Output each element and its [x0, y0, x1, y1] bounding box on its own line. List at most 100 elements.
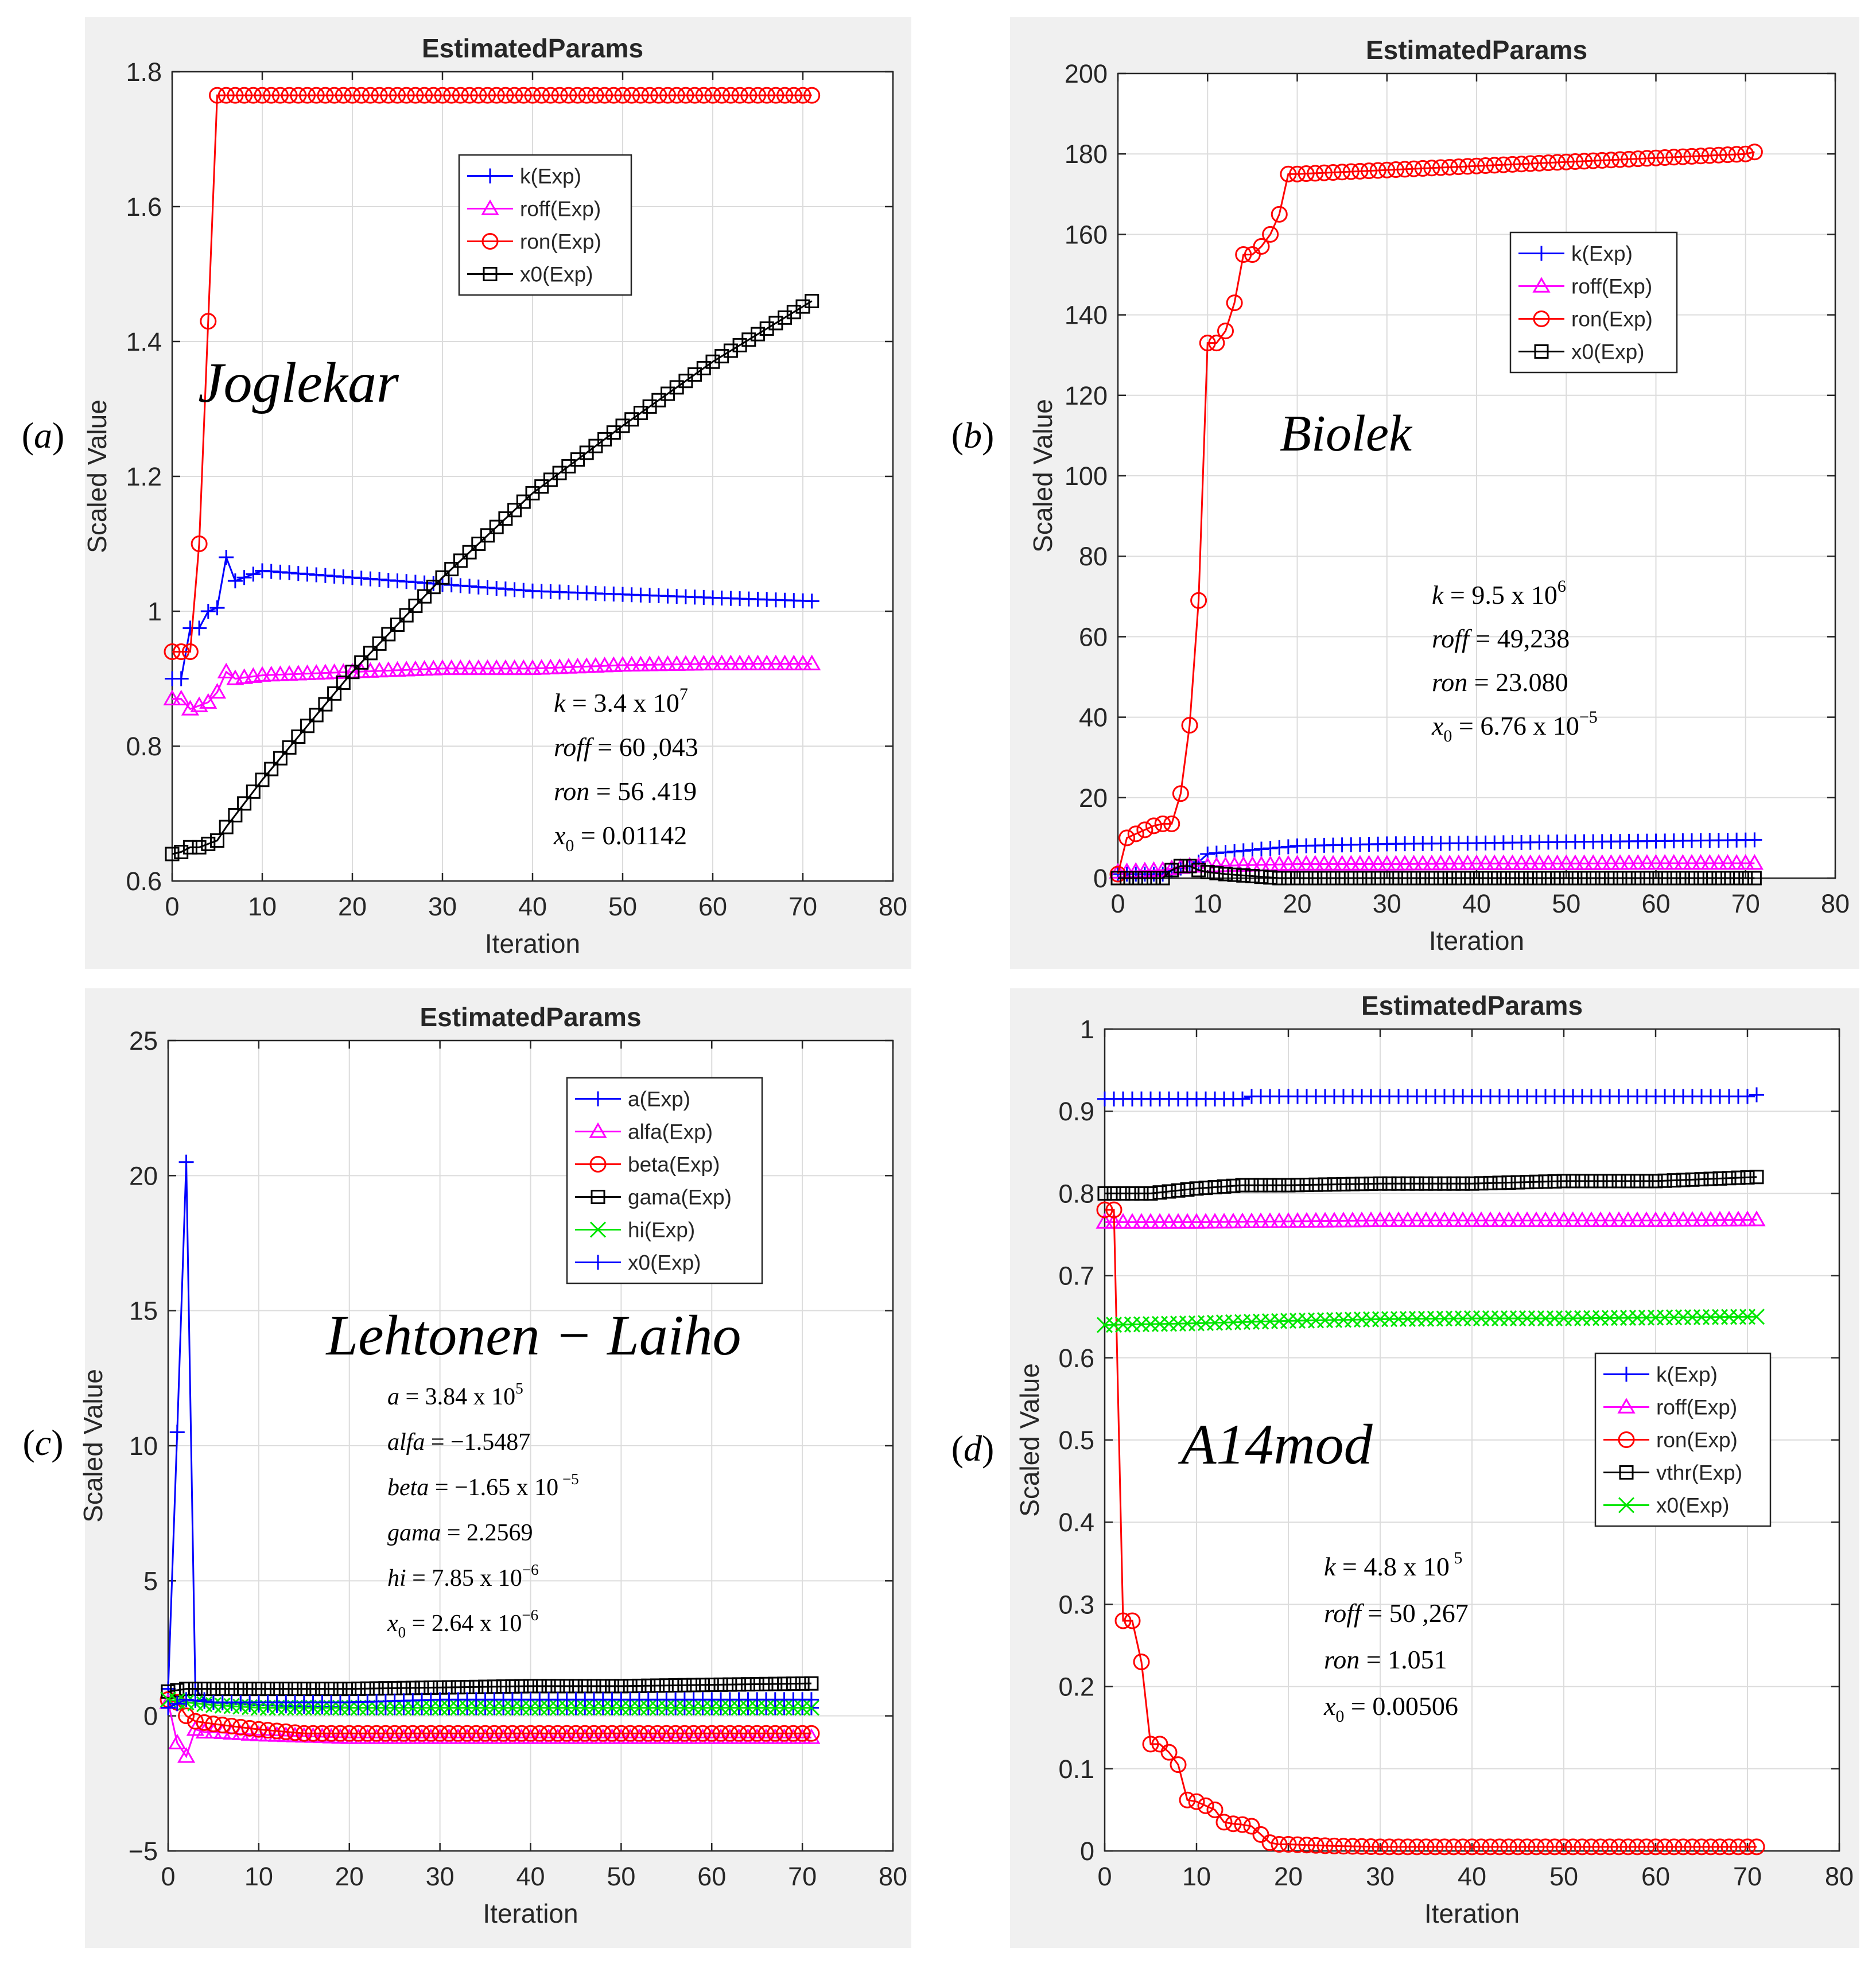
- data-point: [1118, 829, 1136, 847]
- data-point: [1729, 1210, 1747, 1226]
- data-point: [480, 528, 495, 543]
- data-point: [1096, 1201, 1113, 1218]
- data-point: [1235, 1178, 1250, 1193]
- data-point: [289, 665, 308, 681]
- data-point: [1215, 1814, 1233, 1831]
- data-point: [1179, 1791, 1196, 1808]
- data-point: [1399, 1838, 1416, 1856]
- data-point: [219, 820, 234, 834]
- data-point: [1316, 1212, 1334, 1228]
- data-point: [1334, 1212, 1353, 1228]
- data-point: [1152, 1185, 1167, 1200]
- data-point: [686, 87, 704, 104]
- data-point: [1423, 160, 1440, 177]
- data-point: [1434, 871, 1448, 886]
- x-tick-label: 80: [879, 1862, 907, 1891]
- data-point: [377, 1725, 394, 1742]
- data-point: [1218, 867, 1233, 882]
- data-point: [280, 665, 298, 681]
- data-point: [1628, 1211, 1646, 1227]
- data-point: [389, 87, 406, 104]
- legend-marker: [1534, 246, 1549, 261]
- y-tick-label: 120: [1065, 381, 1108, 410]
- data-point: [1245, 868, 1260, 883]
- data-series: [163, 654, 821, 716]
- data-point: [406, 660, 425, 676]
- data-point: [331, 1728, 349, 1744]
- data-point: [199, 693, 217, 709]
- data-point: [1281, 871, 1296, 886]
- legend-box: [1509, 231, 1678, 374]
- data-point: [1728, 146, 1745, 163]
- data-point: [1500, 1838, 1517, 1856]
- data-point: [1719, 146, 1736, 164]
- data-point: [368, 1725, 385, 1742]
- data-point: [1485, 854, 1504, 871]
- data-point: [200, 313, 217, 330]
- data-point: [1531, 154, 1548, 172]
- data-point: [361, 662, 379, 678]
- parameter-annotation: x0 = 6.76 x 10−5: [1431, 708, 1598, 746]
- data-point: [173, 671, 189, 686]
- data-point: [523, 659, 542, 676]
- parameter-annotation: ron = 56 .419: [554, 777, 697, 806]
- x-tick-label: 70: [788, 1862, 817, 1891]
- data-point: [201, 836, 216, 851]
- legend-marker: [1618, 1431, 1635, 1448]
- series-line: [1105, 1218, 1757, 1224]
- parameter-annotation: a = 3.84 x 105: [387, 1380, 523, 1410]
- data-point: [165, 847, 180, 861]
- legend-label: x0(Exp): [1571, 340, 1644, 364]
- data-point: [1354, 1177, 1369, 1191]
- data-point: [327, 686, 342, 701]
- data-point: [217, 87, 235, 104]
- data-point: [416, 87, 433, 104]
- data-point: [668, 1678, 683, 1693]
- data-point: [1665, 1838, 1683, 1856]
- data-point: [1132, 1213, 1151, 1229]
- y-tick-label: 0.6: [126, 867, 162, 896]
- data-point: [612, 1728, 630, 1744]
- data-point: [1546, 1838, 1563, 1856]
- data-point: [291, 729, 306, 744]
- legend: a(Exp) alfa(Exp) beta(Exp) gama(Exp) hi(Exp)…: [566, 1077, 763, 1284]
- data-point: [404, 1725, 421, 1742]
- y-tick-label: 0: [1093, 864, 1108, 893]
- data-point: [739, 1728, 757, 1744]
- y-tick-label: 1: [147, 597, 162, 626]
- data-point: [1482, 1838, 1499, 1856]
- data-point: [214, 1717, 231, 1734]
- data-point: [686, 1678, 701, 1693]
- parameter-annotation: ron = 23.080: [1432, 667, 1568, 697]
- data-point: [415, 660, 434, 676]
- data-point: [1208, 335, 1225, 352]
- data-point: [504, 1725, 521, 1742]
- data-point: [250, 1721, 267, 1738]
- data-point: [506, 87, 523, 104]
- data-point: [1413, 855, 1432, 871]
- x-tick-label: 40: [1458, 1862, 1486, 1891]
- data-point: [695, 1678, 710, 1693]
- data-point: [1263, 870, 1278, 885]
- data-point: [1415, 871, 1430, 886]
- data-point: [740, 87, 758, 104]
- data-point: [522, 1725, 539, 1742]
- data-point: [1503, 854, 1522, 871]
- data-point: [713, 87, 731, 104]
- data-point: [1648, 149, 1664, 166]
- data-point: [469, 659, 488, 676]
- data-point: [1621, 1174, 1636, 1189]
- data-point: [713, 654, 731, 670]
- data-point: [1477, 854, 1495, 871]
- data-point: [1656, 1838, 1673, 1856]
- data-point: [1124, 1612, 1141, 1629]
- x-tick-label: 0: [161, 1862, 175, 1891]
- data-point: [1501, 1175, 1516, 1190]
- data-point: [605, 87, 622, 104]
- data-point: [1463, 1211, 1481, 1227]
- data-point: [1170, 1756, 1187, 1773]
- data-point: [1586, 871, 1601, 886]
- data-point: [1360, 855, 1378, 871]
- data-point: [316, 663, 335, 680]
- data-point: [803, 1699, 819, 1716]
